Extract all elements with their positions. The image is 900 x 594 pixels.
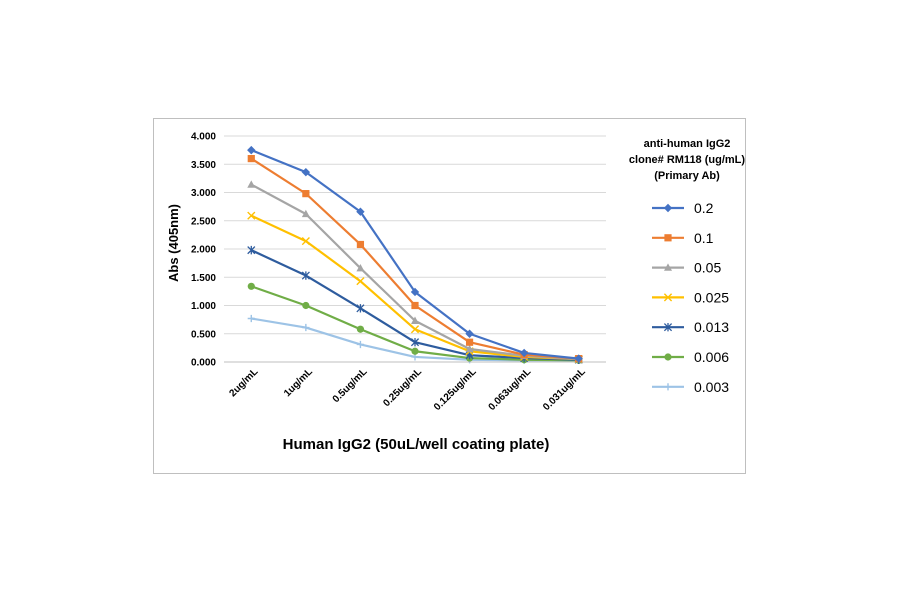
data-point — [356, 240, 365, 249]
data-point — [302, 190, 310, 198]
data-point — [356, 277, 365, 286]
legend-item: 0.003 — [652, 379, 729, 395]
x-tick-label: 0.031ug/mL — [541, 366, 588, 413]
x-tick-label: 2ug/mL — [227, 366, 260, 399]
y-tick-label: 4.000 — [191, 132, 216, 143]
x-tick-label: 0.063ug/mL — [487, 366, 534, 413]
data-point — [664, 383, 672, 391]
data-point — [302, 301, 310, 310]
data-point — [247, 282, 255, 290]
data-point — [410, 287, 420, 297]
series-0.1 — [247, 155, 583, 363]
legend-item: 0.1 — [652, 230, 714, 246]
data-point — [465, 329, 474, 338]
series-line — [250, 214, 579, 361]
data-point — [411, 347, 419, 355]
data-point — [356, 340, 365, 349]
data-point — [356, 207, 365, 216]
x-tick-label: 0.5ug/mL — [331, 366, 370, 405]
chart-frame: 0.000 0.500 1.000 1.500 2.000 2.500 3.000 3.500… — [153, 118, 746, 474]
legend-item: 0.025 — [652, 289, 729, 305]
chart-svg: 0.000 0.500 1.000 1.500 2.000 2.500 3.000 3.500… — [166, 132, 745, 454]
y-axis-title: Abs (405nm) — [166, 204, 181, 282]
legend-label: 0.013 — [694, 319, 729, 335]
data-point — [247, 180, 256, 188]
data-point — [301, 236, 310, 246]
data-point — [663, 323, 673, 332]
x-axis-ticks: 2ug/mL 1ug/mL 0.5ug/mL 0.25ug/mL 0.125ug/mL 0… — [227, 366, 587, 413]
data-point — [664, 353, 672, 361]
data-point — [465, 344, 474, 353]
legend-label: 0.2 — [694, 200, 714, 216]
y-tick-label: 2.500 — [191, 216, 216, 227]
legend-label: 0.003 — [694, 379, 729, 395]
legend-label: 0.025 — [694, 289, 729, 305]
data-point — [247, 245, 256, 255]
data-point — [664, 234, 672, 242]
data-point — [247, 145, 256, 155]
x-tick-label: 0.25ug/mL — [381, 366, 424, 409]
data-point — [411, 316, 419, 324]
legend-item: 0.013 — [652, 319, 729, 335]
legend-title-line: anti-human IgG2 — [644, 138, 731, 150]
data-point — [410, 338, 420, 347]
x-tick-label: 1ug/mL — [282, 366, 315, 399]
data-point — [411, 301, 419, 310]
y-tick-label: 1.500 — [191, 273, 216, 284]
y-tick-label: 2.000 — [191, 245, 216, 256]
legend-title-line: clone# RM118 (ug/mL) — [629, 154, 745, 166]
data-point — [465, 338, 474, 346]
data-point — [663, 203, 673, 213]
data-point — [301, 209, 310, 218]
legend-title-line: (Primary Ab) — [654, 170, 720, 182]
legend-label: 0.05 — [694, 260, 721, 276]
y-tick-label: 0.500 — [191, 329, 216, 340]
x-tick-label: 0.125ug/mL — [432, 366, 479, 413]
data-point — [663, 293, 673, 302]
y-tick-label: 1.000 — [191, 301, 216, 312]
legend-item: 0.006 — [652, 349, 729, 365]
data-point — [356, 264, 365, 272]
series-layer — [247, 145, 583, 364]
data-point — [247, 155, 255, 163]
x-axis-title: Human IgG2 (50uL/well coating plate) — [283, 436, 550, 453]
data-point — [410, 325, 420, 334]
y-tick-label: 3.000 — [191, 188, 216, 199]
legend-item: 0.2 — [652, 200, 714, 216]
legend-item: 0.05 — [652, 260, 721, 276]
legend: anti-human IgG2 clone# RM118 (ug/mL) (Prim… — [629, 138, 745, 395]
data-point — [247, 314, 255, 323]
data-point — [664, 263, 672, 271]
legend-label: 0.1 — [694, 230, 714, 246]
data-point — [356, 304, 365, 313]
data-point — [302, 323, 310, 332]
data-point — [247, 211, 256, 220]
data-point — [356, 325, 365, 333]
y-axis-ticks: 0.000 0.500 1.000 1.500 2.000 2.500 3.000 3.500… — [191, 132, 216, 369]
grid-layer — [224, 135, 606, 363]
y-tick-label: 3.500 — [191, 160, 216, 171]
data-point — [301, 271, 310, 280]
y-tick-label: 0.000 — [191, 358, 216, 369]
legend-label: 0.006 — [694, 349, 729, 365]
